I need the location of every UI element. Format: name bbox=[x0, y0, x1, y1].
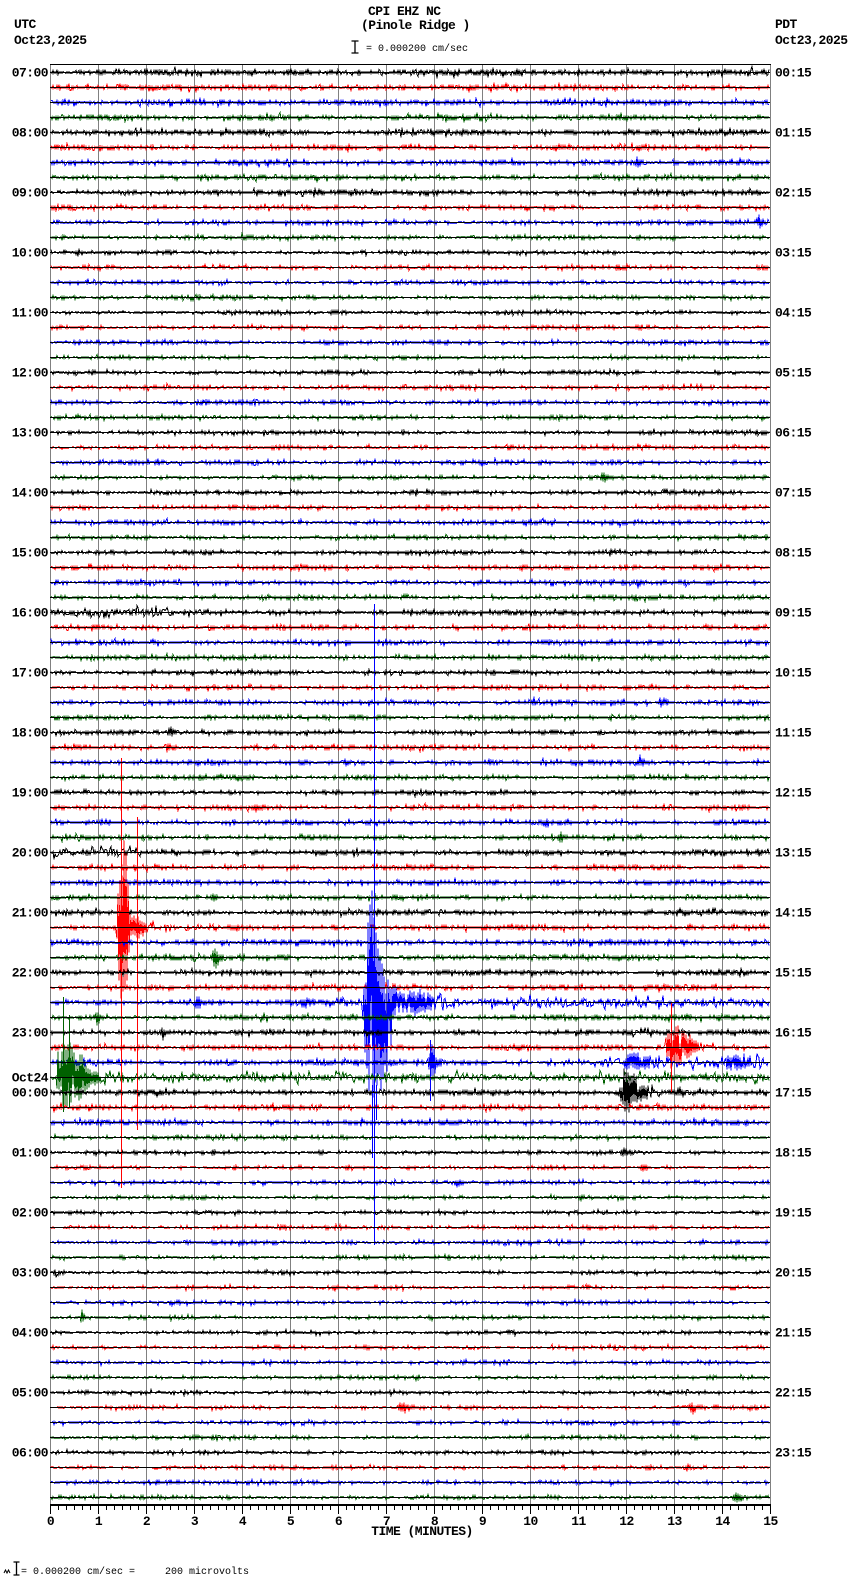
svg-text:= 0.000200 cm/sec: = 0.000200 cm/sec bbox=[366, 43, 468, 55]
svg-text:03:15: 03:15 bbox=[775, 246, 812, 261]
svg-text:21:15: 21:15 bbox=[775, 1326, 812, 1341]
svg-text:200 microvolts: 200 microvolts bbox=[165, 1566, 249, 1578]
svg-text:0: 0 bbox=[47, 1514, 55, 1529]
svg-text:10: 10 bbox=[523, 1514, 538, 1529]
svg-text:07:15: 07:15 bbox=[775, 486, 812, 501]
svg-text:00:15: 00:15 bbox=[775, 66, 812, 81]
svg-text:16:00: 16:00 bbox=[12, 606, 49, 621]
svg-text:4: 4 bbox=[239, 1514, 247, 1529]
svg-text:11: 11 bbox=[571, 1514, 586, 1529]
svg-text:14:15: 14:15 bbox=[775, 906, 812, 921]
svg-text:15:00: 15:00 bbox=[12, 546, 49, 561]
svg-text:23:00: 23:00 bbox=[12, 1026, 49, 1041]
svg-text:02:00: 02:00 bbox=[12, 1206, 49, 1221]
svg-text:08:00: 08:00 bbox=[12, 126, 49, 141]
svg-text:07:00: 07:00 bbox=[12, 66, 49, 81]
svg-text:14:00: 14:00 bbox=[12, 486, 49, 501]
svg-text:21:00: 21:00 bbox=[12, 906, 49, 921]
svg-text:13: 13 bbox=[667, 1514, 682, 1529]
svg-text:10:00: 10:00 bbox=[12, 246, 49, 261]
svg-text:3: 3 bbox=[191, 1514, 199, 1529]
svg-text:12: 12 bbox=[619, 1514, 634, 1529]
svg-text:14: 14 bbox=[715, 1514, 730, 1529]
svg-text:16:15: 16:15 bbox=[775, 1026, 812, 1041]
svg-text:11:15: 11:15 bbox=[775, 726, 812, 741]
svg-text:08:15: 08:15 bbox=[775, 546, 812, 561]
svg-text:8: 8 bbox=[431, 1514, 439, 1529]
svg-text:6: 6 bbox=[335, 1514, 343, 1529]
svg-text:(Pinole Ridge ): (Pinole Ridge ) bbox=[361, 18, 470, 33]
svg-text:11:00: 11:00 bbox=[12, 306, 49, 321]
svg-text:02:15: 02:15 bbox=[775, 186, 812, 201]
svg-text:Oct23,2025: Oct23,2025 bbox=[14, 33, 87, 48]
svg-text:2: 2 bbox=[143, 1514, 151, 1529]
svg-text:19:00: 19:00 bbox=[12, 786, 49, 801]
svg-text:12:15: 12:15 bbox=[775, 786, 812, 801]
svg-text:UTC: UTC bbox=[14, 17, 37, 32]
svg-text:12:00: 12:00 bbox=[12, 366, 49, 381]
svg-text:23:15: 23:15 bbox=[775, 1446, 812, 1461]
svg-text:TIME (MINUTES): TIME (MINUTES) bbox=[371, 1524, 473, 1539]
svg-text:18:15: 18:15 bbox=[775, 1146, 812, 1161]
svg-text:9: 9 bbox=[479, 1514, 487, 1529]
svg-text:00:00: 00:00 bbox=[12, 1086, 49, 1101]
svg-text:10:15: 10:15 bbox=[775, 666, 812, 681]
svg-text:06:15: 06:15 bbox=[775, 426, 812, 441]
svg-text:01:15: 01:15 bbox=[775, 126, 812, 141]
svg-text:17:00: 17:00 bbox=[12, 666, 49, 681]
svg-text:03:00: 03:00 bbox=[12, 1266, 49, 1281]
svg-text:20:15: 20:15 bbox=[775, 1266, 812, 1281]
svg-text:06:00: 06:00 bbox=[12, 1446, 49, 1461]
svg-text:15: 15 bbox=[763, 1514, 778, 1529]
svg-text:09:15: 09:15 bbox=[775, 606, 812, 621]
svg-text:19:15: 19:15 bbox=[775, 1206, 812, 1221]
svg-text:05:15: 05:15 bbox=[775, 366, 812, 381]
svg-text:22:00: 22:00 bbox=[12, 966, 49, 981]
svg-text:04:15: 04:15 bbox=[775, 306, 812, 321]
svg-text:5: 5 bbox=[287, 1514, 295, 1529]
svg-text:20:00: 20:00 bbox=[12, 846, 49, 861]
svg-text:15:15: 15:15 bbox=[775, 966, 812, 981]
svg-text:1: 1 bbox=[95, 1514, 103, 1529]
svg-text:18:00: 18:00 bbox=[12, 726, 49, 741]
svg-text:01:00: 01:00 bbox=[12, 1146, 49, 1161]
svg-text:Oct24: Oct24 bbox=[12, 1071, 49, 1086]
svg-text:09:00: 09:00 bbox=[12, 186, 49, 201]
svg-text:7: 7 bbox=[383, 1514, 390, 1529]
svg-text:CPI EHZ NC: CPI EHZ NC bbox=[368, 4, 441, 19]
svg-text:13:15: 13:15 bbox=[775, 846, 812, 861]
svg-text:Oct23,2025: Oct23,2025 bbox=[775, 33, 848, 48]
svg-text:22:15: 22:15 bbox=[775, 1386, 812, 1401]
svg-text:05:00: 05:00 bbox=[12, 1386, 49, 1401]
svg-text:= 0.000200 cm/sec =: = 0.000200 cm/sec = bbox=[21, 1566, 135, 1578]
svg-text:13:00: 13:00 bbox=[12, 426, 49, 441]
svg-text:04:00: 04:00 bbox=[12, 1326, 49, 1341]
svg-text:PDT: PDT bbox=[775, 17, 798, 32]
svg-text:17:15: 17:15 bbox=[775, 1086, 812, 1101]
